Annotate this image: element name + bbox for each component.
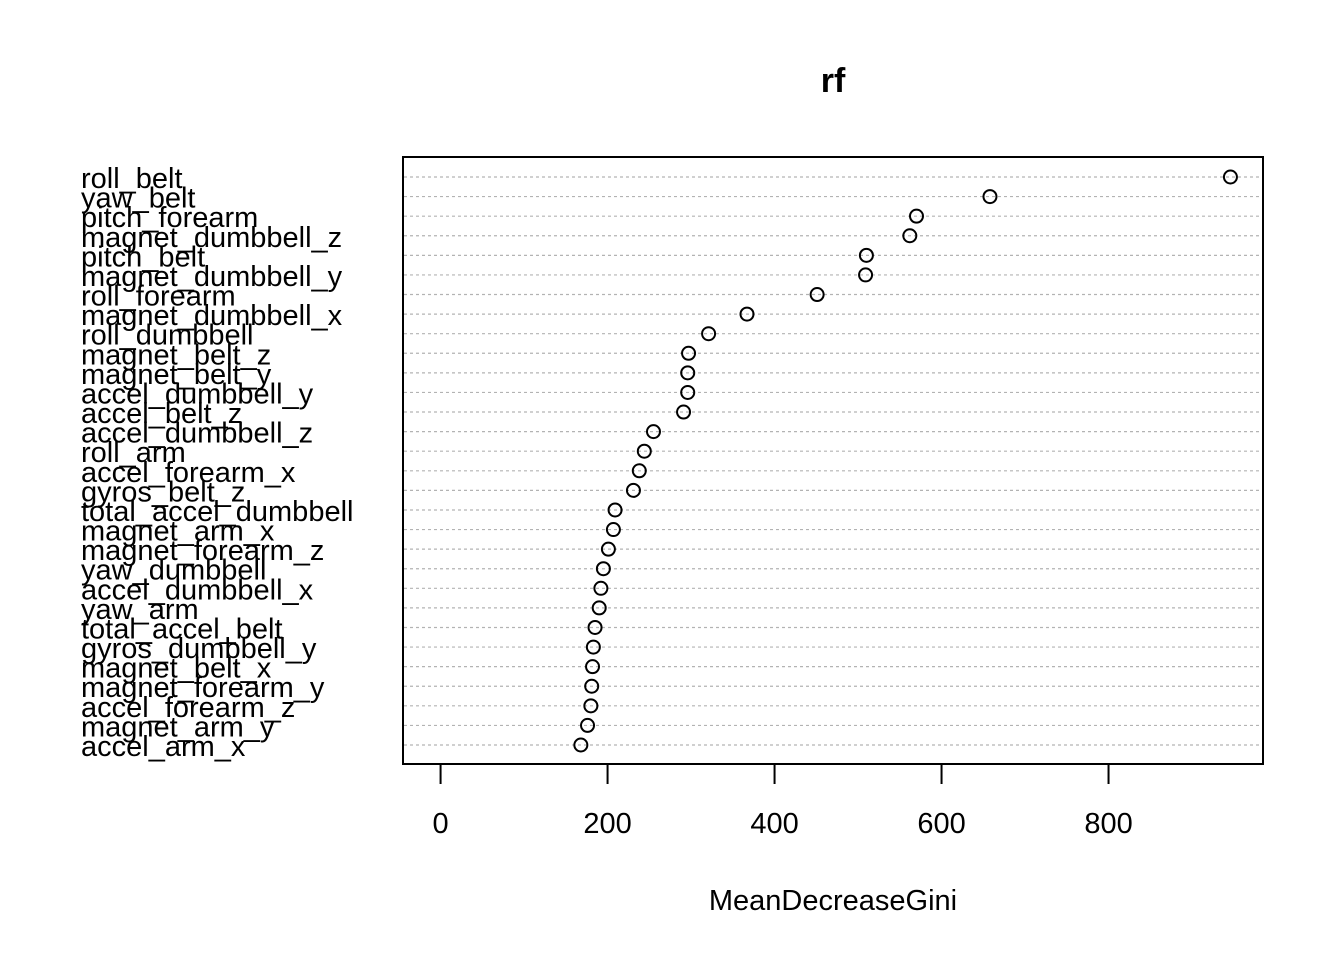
- data-point: [625, 482, 641, 498]
- category-label: magnet_dumbbell_y: [81, 261, 343, 293]
- data-point: [583, 698, 599, 714]
- data-point: [680, 384, 696, 400]
- category-label: roll_dumbbell: [81, 320, 254, 352]
- category-label: pitch_forearm: [81, 202, 258, 234]
- category-label: accel_dumbbell_z: [81, 418, 313, 450]
- data-point: [676, 404, 692, 420]
- category-label: accel_dumbbell_y: [81, 378, 314, 410]
- data-point: [908, 208, 924, 224]
- data-point: [645, 424, 661, 440]
- category-label: accel_belt_z: [81, 398, 242, 430]
- data-point: [631, 463, 647, 479]
- data-point: [600, 541, 616, 557]
- category-label: magnet_dumbbell_x: [81, 300, 343, 332]
- category-label: magnet_arm_x: [81, 516, 275, 548]
- category-label: pitch_belt: [81, 241, 205, 273]
- category-label: magnet_belt_y: [81, 359, 272, 391]
- data-point: [739, 306, 755, 322]
- x-tick-label: 0: [433, 808, 449, 840]
- x-axis-label: MeanDecreaseGini: [709, 885, 957, 917]
- data-point: [593, 580, 609, 596]
- x-axis: 0 200 400 600 800: [433, 763, 1133, 840]
- category-label: yaw_arm: [81, 594, 199, 626]
- data-point: [580, 717, 596, 733]
- x-tick-label: 200: [583, 808, 631, 840]
- category-label: magnet_forearm_z: [81, 535, 324, 567]
- category-label: magnet_forearm_y: [81, 672, 325, 704]
- data-point: [584, 678, 600, 694]
- data-point: [680, 365, 696, 381]
- plot-frame: [402, 156, 1264, 765]
- x-tick-label: 800: [1084, 808, 1132, 840]
- data-point: [1222, 169, 1238, 185]
- data-point: [573, 737, 589, 753]
- category-label: magnet_arm_y: [81, 711, 275, 743]
- data-point: [701, 326, 717, 342]
- data-point: [585, 639, 601, 655]
- x-tick-label: 400: [750, 808, 798, 840]
- category-label: total_accel_dumbbell: [81, 496, 353, 528]
- category-label: gyros_dumbbell_y: [81, 633, 317, 665]
- category-label: yaw_belt: [81, 183, 195, 215]
- category-label: magnet_belt_z: [81, 339, 271, 371]
- category-label: roll_belt: [81, 163, 183, 195]
- category-label: accel_arm_x: [81, 731, 246, 763]
- category-label: accel_dumbbell_x: [81, 574, 314, 606]
- data-point: [681, 345, 697, 361]
- data-point: [858, 247, 874, 263]
- category-label: gyros_belt_z: [81, 476, 245, 508]
- data-point: [605, 522, 621, 538]
- data-point: [636, 443, 652, 459]
- data-point: [858, 267, 874, 283]
- category-label: roll_arm: [81, 437, 186, 469]
- data-point: [902, 228, 918, 244]
- category-label: magnet_belt_x: [81, 653, 272, 685]
- category-label: magnet_dumbbell_z: [81, 222, 342, 254]
- data-point: [809, 287, 825, 303]
- category-label: total_accel_belt: [81, 613, 283, 645]
- chart-title: rf: [821, 62, 846, 100]
- grid-lines: [404, 176, 1262, 746]
- category-label: accel_forearm_x: [81, 457, 296, 489]
- data-point: [607, 502, 623, 518]
- category-label: accel_forearm_z: [81, 692, 295, 724]
- category-labels: roll_beltyaw_beltpitch_forearmmagnet_dum…: [81, 163, 353, 763]
- data-point: [585, 659, 601, 675]
- data-point: [595, 561, 611, 577]
- data-point: [587, 619, 603, 635]
- data-points: [573, 169, 1238, 753]
- data-point: [591, 600, 607, 616]
- category-label: roll_forearm: [81, 281, 236, 313]
- data-point: [982, 189, 998, 205]
- x-tick-label: 600: [917, 808, 965, 840]
- category-label: yaw_dumbbell: [81, 555, 266, 587]
